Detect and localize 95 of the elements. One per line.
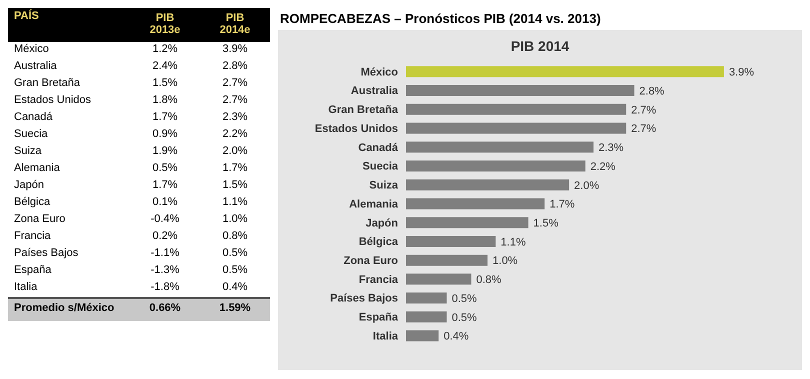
category-label: México [13, 42, 50, 57]
data-label: 1.5% [151, 76, 179, 91]
y-tick-label: Japón [366, 217, 398, 230]
data-label: 2.7% [221, 76, 249, 91]
category-label: Italia [13, 280, 38, 295]
bar [406, 179, 570, 190]
data-label: 2.8% [639, 85, 665, 98]
data-label: 1.0% [492, 255, 518, 268]
bar [406, 122, 626, 134]
data-label: 2.3% [598, 142, 624, 154]
data-label: -1.3% [150, 263, 180, 278]
y-tick-label: Australia [350, 85, 399, 98]
data-label: 0.9% [151, 127, 179, 142]
data-label: 2.7% [631, 123, 656, 136]
category-label: Estados Unidos [13, 93, 92, 108]
y-tick-label: Gran Bretaña [328, 104, 399, 116]
data-label: 0.5% [452, 312, 478, 324]
y-tick-label: Francia [358, 274, 399, 286]
y-tick-label: Suecia [362, 160, 399, 173]
data-label: 1.59% [218, 301, 252, 316]
data-label: -1.1% [150, 246, 180, 261]
bar [406, 311, 447, 322]
data-label: 0.8% [221, 229, 249, 244]
data-label: 2.2% [590, 160, 616, 173]
data-label: 1.2% [151, 42, 179, 57]
y-tick-label: Zona Euro [344, 255, 398, 268]
category-label: España [13, 263, 52, 278]
category-label: Suecia [13, 127, 49, 142]
y-tick-label: Suiza [369, 180, 399, 192]
bar [406, 160, 586, 172]
data-label: 0.5% [452, 292, 478, 305]
data-label: 1.7% [151, 110, 179, 125]
data-label: 1.1% [500, 236, 526, 248]
bar [406, 330, 439, 342]
category-label: Promedio s/México [13, 301, 116, 316]
y-tick-label: Alemania [349, 198, 399, 210]
data-label: 0.4% [444, 330, 469, 343]
data-label: 2.7% [221, 93, 249, 108]
bar [406, 217, 528, 228]
data-label: 1.7% [151, 178, 179, 193]
chart-subtitle: PIB 2014 [510, 37, 570, 56]
data-label: 0.8% [476, 274, 502, 286]
data-label: 1.8% [151, 93, 179, 108]
data-label: 1.5% [221, 178, 249, 193]
data-label: 0.2% [151, 229, 179, 244]
bar [406, 274, 472, 285]
data-label: 2.4% [151, 59, 179, 74]
category-label: Bélgica [13, 195, 52, 210]
data-label: 0.5% [221, 263, 249, 278]
data-label: 0.66% [148, 301, 182, 316]
category-label: Suiza [13, 144, 43, 159]
bar [406, 142, 594, 153]
y-tick-label: Países Bajos [330, 292, 398, 305]
data-label: 1.7% [221, 161, 249, 176]
category-label: Australia [13, 59, 58, 74]
data-label: 2.8% [221, 59, 249, 74]
y-tick-label: Bélgica [358, 236, 399, 248]
data-label: 1.0% [221, 212, 249, 227]
data-label: -0.4% [150, 212, 180, 227]
data-label: 3.9% [728, 66, 754, 79]
data-label: 0.5% [221, 246, 249, 261]
data-label: 2.7% [631, 104, 656, 116]
y-tick-label: México [360, 66, 398, 78]
data-label: 1.1% [221, 195, 249, 210]
bar [406, 66, 724, 78]
bar [406, 236, 496, 247]
data-label: 1.7% [550, 198, 575, 211]
bar [406, 85, 634, 96]
data-label: 0.5% [151, 161, 179, 176]
data-label: 2.0% [221, 144, 249, 159]
bar [406, 104, 626, 115]
category-label: Francia [13, 229, 52, 244]
bar [406, 254, 488, 266]
category-label: Zona Euro [13, 212, 66, 227]
category-label: Japón [13, 178, 45, 193]
data-label: 2.2% [221, 127, 249, 142]
bar [406, 292, 447, 304]
data-label: 1.9% [151, 144, 179, 159]
bar [406, 198, 545, 210]
y-tick-label: Canadá [358, 142, 399, 154]
category-label: Países Bajos [13, 246, 80, 261]
y-tick-label: España [358, 312, 399, 324]
data-label: 2.0% [574, 180, 600, 192]
data-label: -1.8% [150, 280, 180, 295]
category-label: Alemania [13, 161, 61, 176]
category-label: Canadá [13, 110, 54, 125]
chart-title: ROMPECABEZAS – Pronósticos PIB (2014 vs. 2013) [279, 10, 602, 28]
data-label: 1.5% [533, 217, 559, 230]
category-label: Gran Bretaña [13, 76, 82, 91]
y-tick-label: Italia [372, 330, 399, 342]
data-label: 3.9% [221, 42, 249, 57]
data-label: 0.1% [151, 195, 179, 210]
y-tick-label: Estados Unidos [314, 122, 398, 135]
data-label: 0.4% [221, 280, 249, 295]
data-label: 2.3% [221, 110, 249, 125]
